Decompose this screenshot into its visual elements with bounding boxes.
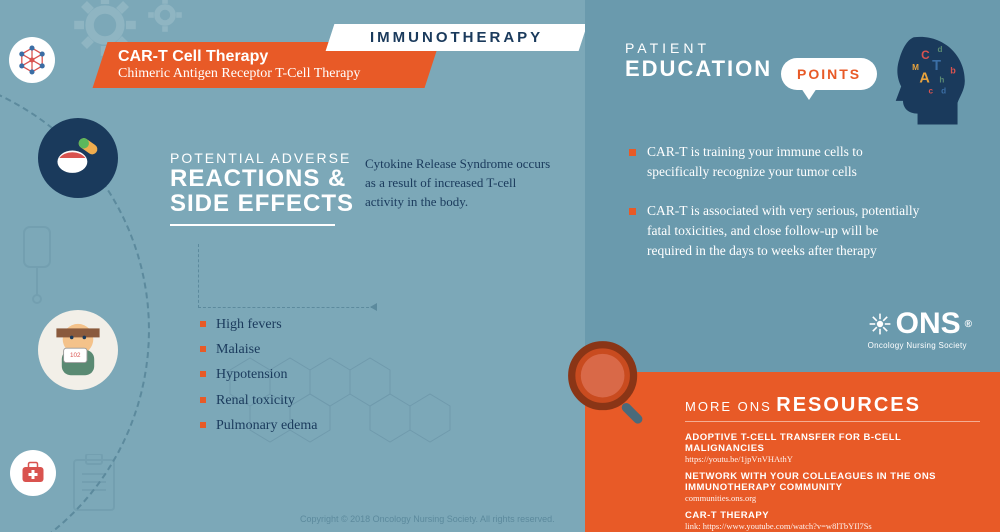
therapy-subtitle: Chimeric Antigen Receptor T-Cell Therapy	[118, 66, 360, 82]
patient-education-panel: PATIENT EDUCATION POINTS C d k M T b A h	[585, 0, 1000, 372]
head-letters-icon: C d k M T b A h c d	[868, 30, 978, 130]
gear-icon	[145, 0, 185, 35]
list-item: Hypotension	[200, 362, 317, 387]
svg-text:C: C	[921, 48, 930, 62]
resource-item: CAR-T THERAPY link: https://www.youtube.…	[685, 510, 980, 531]
copyright-text: Copyright © 2018 Oncology Nursing Societ…	[300, 514, 555, 524]
svg-text:T: T	[932, 58, 941, 74]
list-item: Renal toxicity	[200, 388, 317, 413]
svg-text:102: 102	[70, 352, 81, 359]
list-item: CAR-T is associated with very serious, p…	[629, 201, 925, 262]
heading-thin: POTENTIAL ADVERSE	[170, 150, 354, 166]
pills-icon	[38, 118, 118, 198]
svg-text:M: M	[912, 63, 919, 72]
dashed-connector	[198, 244, 374, 308]
svg-text:d: d	[941, 87, 946, 96]
resources-list: ADOPTIVE T-CELL TRANSFER FOR B-CELL MALI…	[685, 432, 980, 531]
resource-url: link: https://www.youtube.com/watch?v=w8…	[685, 521, 980, 531]
molecule-icon	[9, 37, 55, 83]
resource-url: https://youtu.be/1jpVnVHAthY	[685, 454, 980, 464]
ons-subtitle: Oncology Nursing Society	[868, 341, 972, 350]
divider	[685, 421, 980, 422]
thermometer-icon: 102	[38, 310, 118, 390]
education-points-list: CAR-T is training your immune cells to s…	[625, 142, 925, 261]
svg-text:c: c	[928, 87, 933, 96]
resource-title: CAR-T THERAPY	[685, 510, 980, 521]
list-item: CAR-T is training your immune cells to s…	[629, 142, 925, 183]
heading-underline	[170, 224, 335, 226]
heading-bold-line1: REACTIONS &	[170, 166, 354, 191]
list-item: Pulmonary edema	[200, 413, 317, 438]
resource-title: NETWORK WITH YOUR COLLEAGUES IN THE ONS …	[685, 471, 980, 493]
medkit-icon	[10, 450, 56, 496]
resources-panel: MORE ONS RESOURCES ADOPTIVE T-CELL TRANS…	[585, 372, 1000, 532]
svg-text:A: A	[919, 71, 930, 87]
resources-bold: RESOURCES	[776, 394, 921, 416]
points-speech-bubble: POINTS	[781, 58, 877, 90]
dashed-arrow-icon	[370, 303, 377, 311]
heading-bold-line2: SIDE EFFECTS	[170, 191, 354, 216]
ons-name: ONS	[896, 307, 961, 341]
clipboard-icon	[70, 454, 118, 514]
ons-burst-icon	[868, 312, 892, 336]
immunotherapy-banner: IMMUNOTHERAPY	[326, 24, 585, 51]
immunotherapy-label: IMMUNOTHERAPY	[370, 29, 543, 46]
list-item: Malaise	[200, 337, 317, 362]
infographic-root: 102 IMMUNOTHERAPY CAR-T Cell Therapy Chi…	[0, 0, 1000, 532]
side-effects-list: High fevers Malaise Hypotension Renal to…	[200, 312, 317, 438]
list-item: High fevers	[200, 312, 317, 337]
resource-item: NETWORK WITH YOUR COLLEAGUES IN THE ONS …	[685, 471, 980, 503]
resource-item: ADOPTIVE T-CELL TRANSFER FOR B-CELL MALI…	[685, 432, 980, 464]
svg-text:h: h	[939, 76, 944, 85]
resource-title: ADOPTIVE T-CELL TRANSFER FOR B-CELL MALI…	[685, 432, 980, 454]
svg-text:b: b	[950, 66, 956, 76]
left-panel: 102 IMMUNOTHERAPY CAR-T Cell Therapy Chi…	[0, 0, 585, 532]
section-heading: POTENTIAL ADVERSE REACTIONS & SIDE EFFEC…	[170, 150, 354, 226]
points-label: POINTS	[797, 66, 861, 82]
resources-heading: MORE ONS RESOURCES	[685, 394, 980, 422]
magnifier-icon	[559, 332, 659, 432]
svg-text:d: d	[938, 45, 943, 54]
resources-thin: MORE ONS	[685, 399, 772, 414]
therapy-title: CAR-T Cell Therapy	[118, 48, 360, 66]
section-description: Cytokine Release Syndrome occurs as a re…	[365, 155, 555, 212]
ons-logo: ONS® Oncology Nursing Society	[868, 307, 972, 350]
resource-url: communities.ons.org	[685, 493, 980, 503]
iv-bag-icon	[18, 225, 58, 305]
right-panel: PATIENT EDUCATION POINTS C d k M T b A h	[585, 0, 1000, 532]
